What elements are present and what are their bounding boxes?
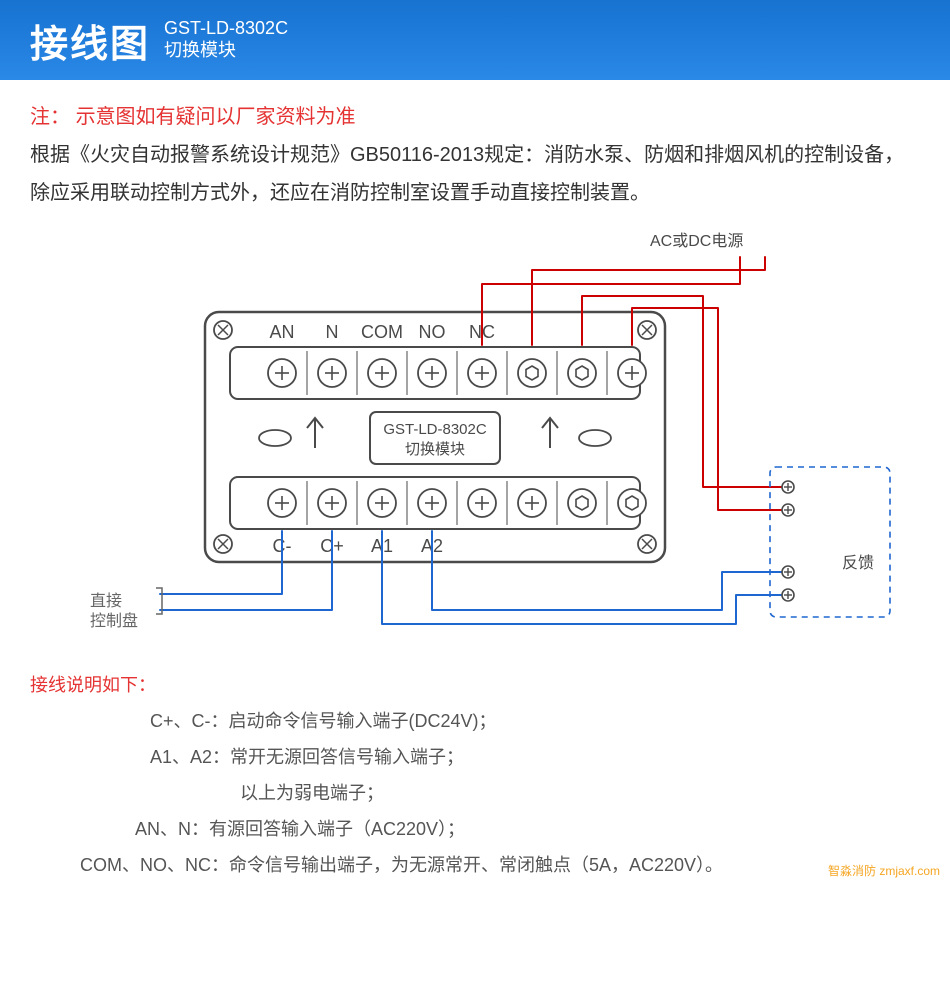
svg-text:NO: NO [419, 322, 446, 342]
note-warn: 示意图如有疑问以厂家资料为准 [76, 106, 356, 128]
svg-text:GST-LD-8302C: GST-LD-8302C [383, 421, 487, 438]
banner-type: 切换模块 [164, 40, 288, 62]
notes-block: 注： 示意图如有疑问以厂家资料为准 根据《火灾自动报警系统设计规范》GB5011… [0, 80, 950, 212]
explain-line: A1、A2：常开无源回答信号输入端子； [30, 739, 920, 775]
svg-text:AC或DC电源: AC或DC电源 [650, 232, 743, 250]
svg-text:N: N [326, 322, 339, 342]
svg-text:切换模块: 切换模块 [405, 441, 465, 458]
banner-title: 接线图 [30, 13, 150, 68]
explain-line: C+、C-：启动命令信号输入端子(DC24V)； [30, 703, 920, 739]
explain-block: 接线说明如下： C+、C-：启动命令信号输入端子(DC24V)；A1、A2：常开… [0, 657, 950, 913]
wiring-diagram: ANNCOMNONCC-C+A1A2GST-LD-8302C切换模块AC或DC电… [0, 212, 950, 657]
explain-line: AN、N：有源回答输入端子（AC220V）； [30, 811, 920, 847]
banner-model: GST-LD-8302C [164, 18, 288, 40]
explain-header: 接线说明如下： [30, 667, 920, 703]
svg-text:直接: 直接 [90, 592, 122, 610]
note-para: 根据《火灾自动报警系统设计规范》GB50116-2013规定：消防水泵、防烟和排… [30, 136, 920, 212]
explain-line: 以上为弱电端子； [30, 775, 920, 811]
explain-line: COM、NO、NC：命令信号输出端子，为无源常开、常闭触点（5A，AC220V）… [30, 847, 920, 883]
watermark: 智淼消防 zmjaxf.com [828, 859, 940, 883]
svg-text:COM: COM [361, 322, 403, 342]
svg-text:反馈: 反馈 [842, 554, 874, 572]
banner-sub: GST-LD-8302C 切换模块 [164, 18, 288, 61]
svg-text:控制盘: 控制盘 [90, 611, 138, 630]
diagram-svg: ANNCOMNONCC-C+A1A2GST-LD-8302C切换模块AC或DC电… [10, 212, 940, 652]
svg-text:AN: AN [269, 322, 294, 342]
note-prefix: 注： [30, 106, 70, 128]
header-banner: 接线图 GST-LD-8302C 切换模块 [0, 0, 950, 80]
